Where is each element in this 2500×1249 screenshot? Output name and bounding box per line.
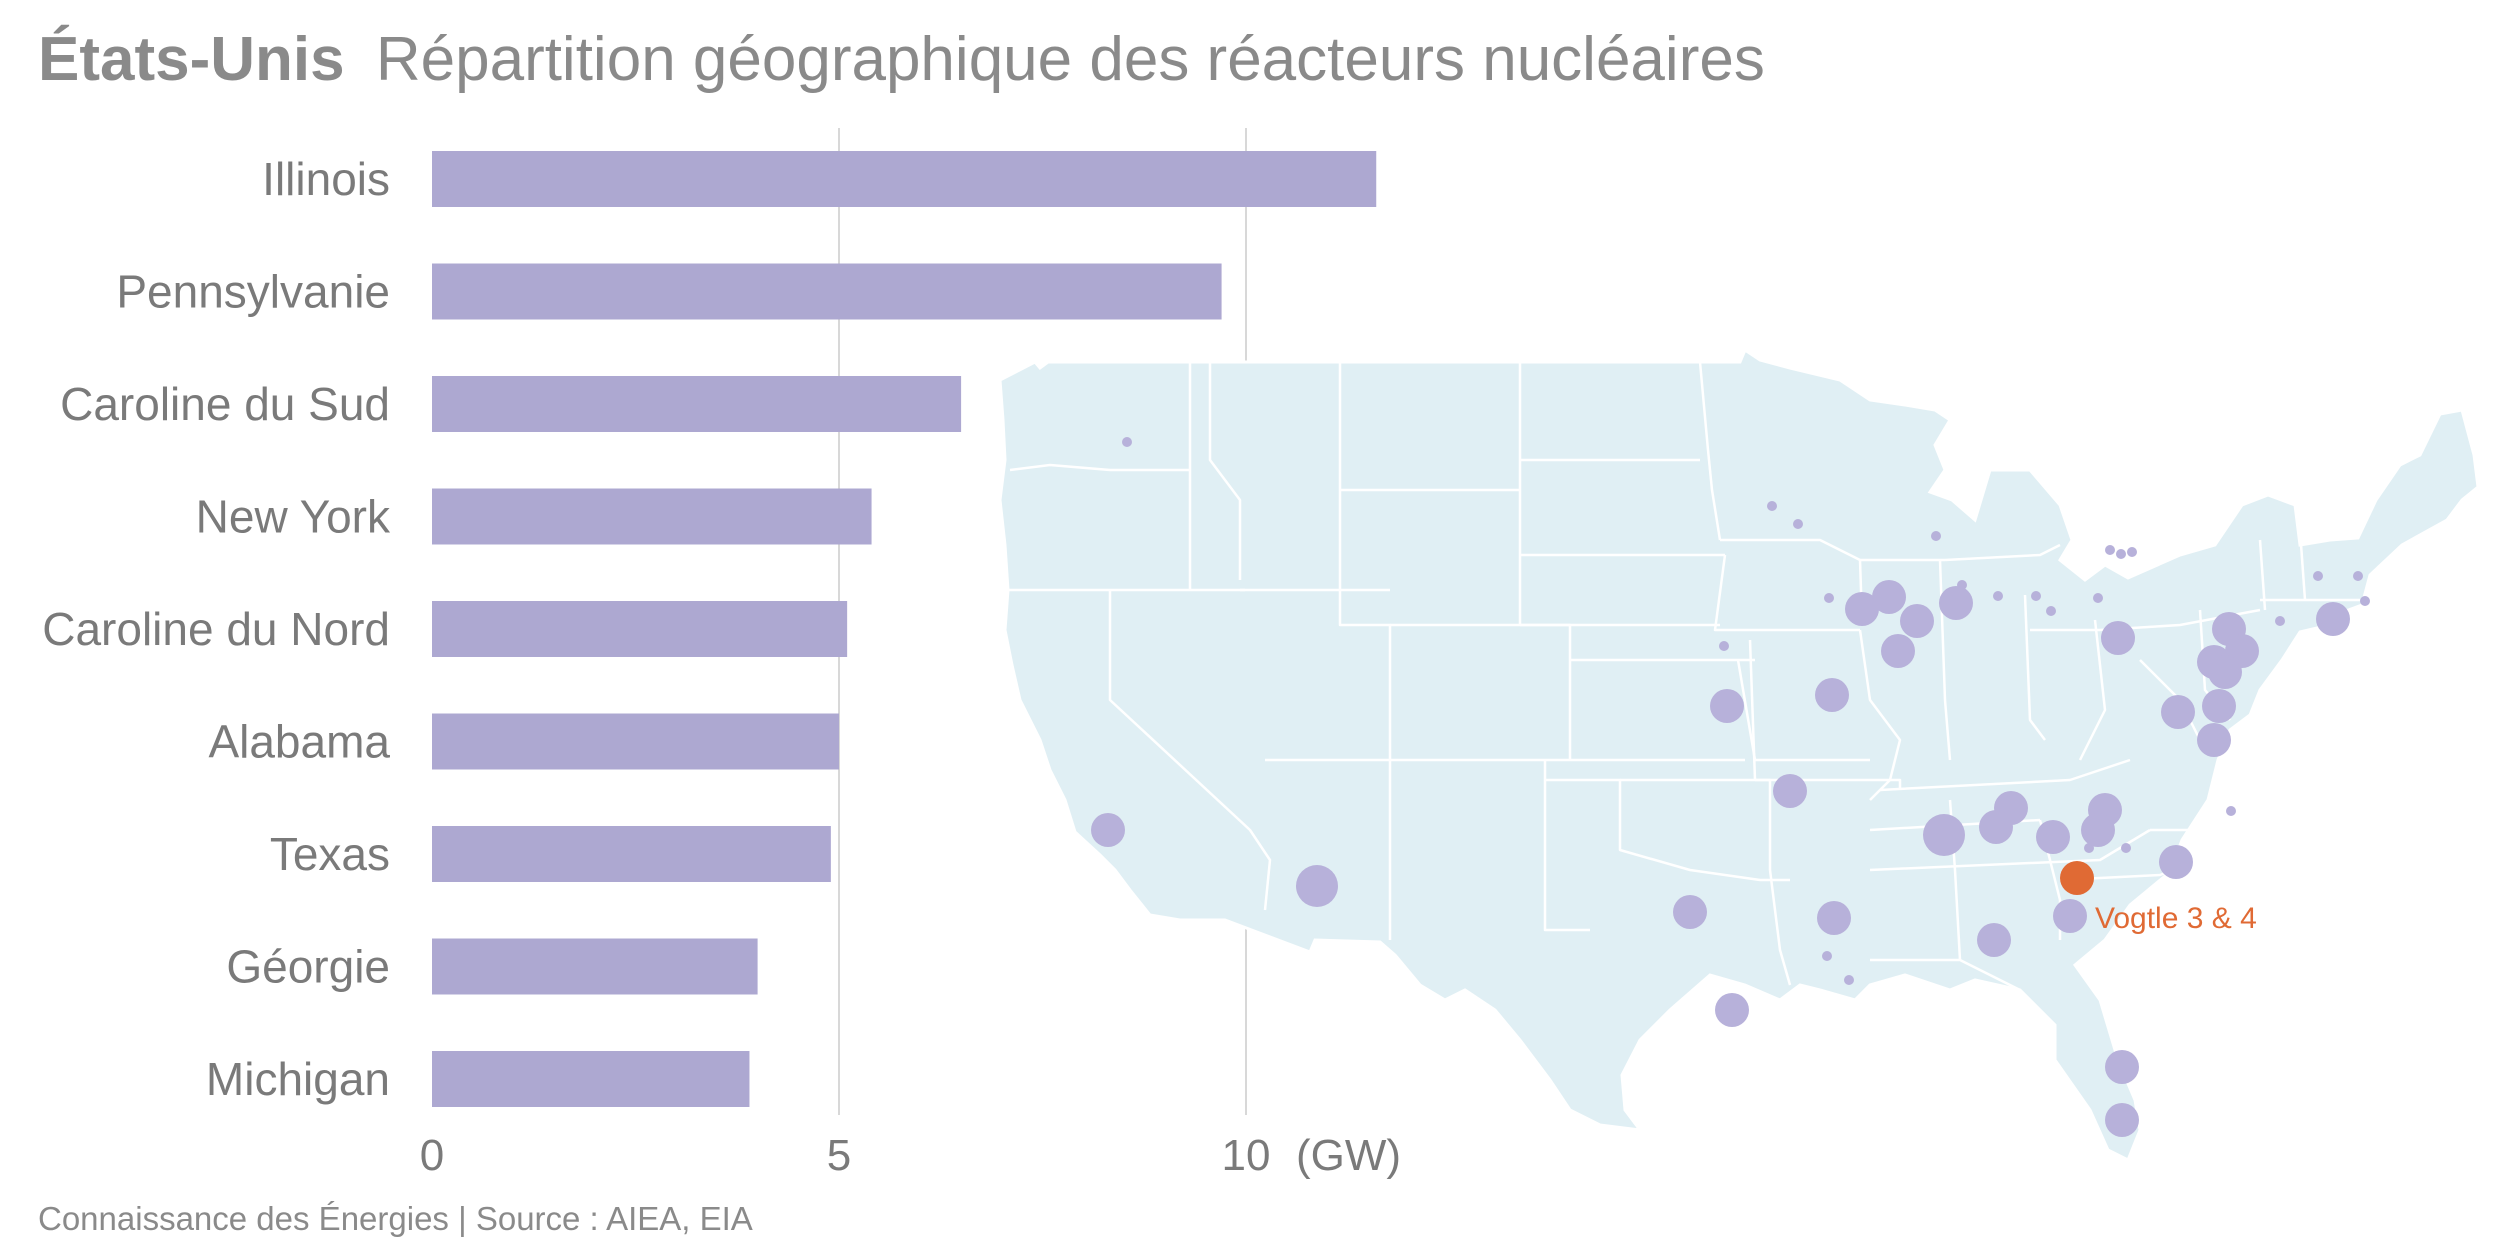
vogtle-marker (2060, 861, 2094, 895)
plant-marker (1815, 678, 1849, 712)
tick-label-10: 10 (1222, 1131, 1271, 1180)
source-credit: Connaissance des Énergies | Source : AIE… (38, 1200, 753, 1237)
plant-marker (1122, 437, 1132, 447)
plant-marker (2360, 596, 2370, 606)
plant-marker (2036, 820, 2070, 854)
category-label: Michigan (206, 1053, 390, 1105)
bar-new-york (432, 488, 872, 545)
plant-marker (1296, 865, 1338, 907)
plant-marker (2316, 602, 2350, 636)
plant-marker (2101, 621, 2135, 655)
plant-marker (1824, 593, 1834, 603)
plant-marker (2159, 845, 2193, 879)
plant-marker (1872, 580, 1906, 614)
plant-marker (2127, 547, 2137, 557)
category-label: Texas (270, 828, 390, 880)
category-label: Géorgie (226, 941, 390, 993)
plant-marker (1817, 901, 1851, 935)
category-labels: Illinois Pennsylvanie Caroline du Sud New Y… (42, 153, 391, 1105)
bar-alabama (432, 713, 839, 770)
chart-title-rest: Répartition géographique des réacteurs n… (376, 25, 1765, 94)
plant-marker (2105, 1050, 2139, 1084)
plant-marker (1710, 689, 1744, 723)
tick-label-5: 5 (827, 1131, 851, 1180)
plant-marker (1822, 951, 1832, 961)
plant-marker (1715, 993, 1749, 1027)
plant-marker (2313, 571, 2323, 581)
plant-markers (1091, 437, 2370, 1137)
plant-marker (2093, 593, 2103, 603)
x-axis-ticks: 0 5 10 (GW) (420, 1131, 1401, 1180)
category-label: New York (196, 491, 391, 543)
bar-caroline-du-nord (432, 601, 848, 657)
plant-marker (2116, 549, 2126, 559)
plant-marker (2053, 899, 2087, 933)
plant-marker (1719, 641, 1729, 651)
us-land-shape (998, 347, 2480, 1163)
tick-label-0: 0 (420, 1131, 444, 1180)
plant-marker (2202, 689, 2236, 723)
chart-title-bold: États-Unis (38, 25, 345, 94)
plant-marker (1931, 531, 1941, 541)
plant-marker (2208, 655, 2242, 689)
category-label: Alabama (208, 716, 390, 768)
plant-marker (1673, 895, 1707, 929)
plant-marker (2105, 545, 2115, 555)
plant-marker (2226, 806, 2236, 816)
plant-marker (2031, 591, 2041, 601)
plant-marker (2161, 695, 2195, 729)
plant-marker (1993, 591, 2003, 601)
bar-series (432, 151, 1377, 1107)
bar-pennsylvanie (432, 263, 1222, 320)
bar-g-orgie (432, 938, 758, 995)
plant-marker (2046, 606, 2056, 616)
plant-marker (1793, 519, 1803, 529)
vogtle-annotation: Vogtle 3 & 4 (2095, 902, 2257, 935)
plant-marker (1939, 586, 1973, 620)
chart-title: États-Unis Répartition géographique des … (38, 25, 1765, 94)
plant-marker (1091, 813, 1125, 847)
bar-illinois (432, 151, 1377, 207)
plant-marker (1767, 501, 1777, 511)
plant-marker (2275, 616, 2285, 626)
bar-caroline-du-sud (432, 376, 962, 432)
category-label: Illinois (262, 153, 390, 205)
plant-marker (1881, 634, 1915, 668)
category-label: Caroline du Nord (42, 603, 390, 655)
category-label: Pennsylvanie (116, 266, 390, 318)
bar-michigan (432, 1051, 750, 1107)
bar-texas (432, 826, 831, 882)
plant-marker (2197, 723, 2231, 757)
plant-marker (1900, 604, 1934, 638)
plant-marker (1844, 975, 1854, 985)
plant-marker (1773, 774, 1807, 808)
plant-marker (2353, 571, 2363, 581)
plant-marker (2105, 1103, 2139, 1137)
plant-marker (1979, 810, 2013, 844)
us-map: Vogtle 3 & 4 (998, 347, 2480, 1163)
plant-marker (1923, 814, 1965, 856)
axis-unit-label: (GW) (1296, 1131, 1401, 1180)
plant-marker (2081, 813, 2115, 847)
plant-marker (1977, 923, 2011, 957)
category-label: Caroline du Sud (60, 378, 390, 430)
plant-marker (1845, 592, 1879, 626)
plant-marker (2121, 843, 2131, 853)
